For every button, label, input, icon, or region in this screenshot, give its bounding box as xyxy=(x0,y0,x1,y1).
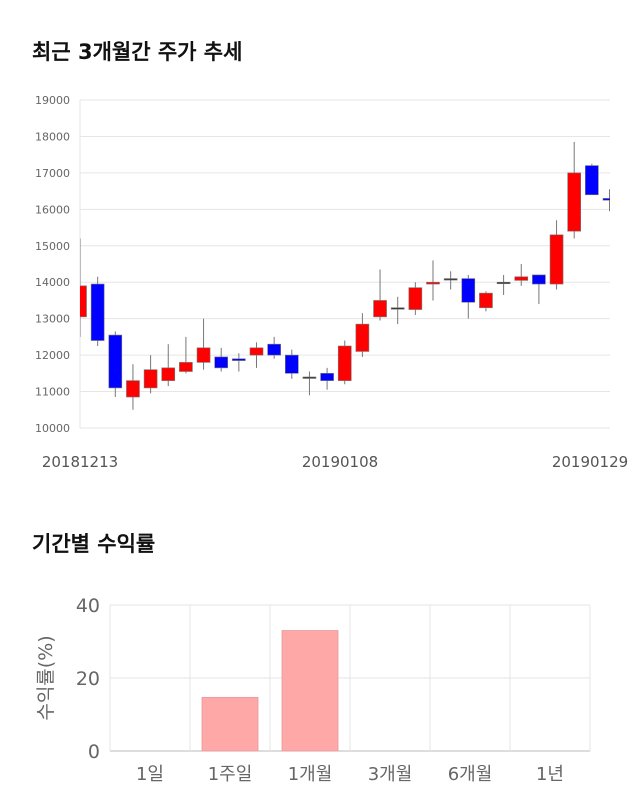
candle-body xyxy=(585,165,599,196)
candle-body xyxy=(496,281,511,285)
candle-body xyxy=(161,367,176,381)
x-date-label: 20190108 xyxy=(302,453,378,471)
candle-body xyxy=(196,347,211,363)
candle-body xyxy=(461,278,476,303)
candle-body xyxy=(408,287,423,310)
y-tick-label: 13000 xyxy=(35,313,70,326)
x-category-label: 3개월 xyxy=(368,764,413,785)
candle-body xyxy=(284,354,299,374)
candle-body xyxy=(479,292,493,309)
y-tick-label: 16000 xyxy=(35,203,70,216)
y-tick-label: 0 xyxy=(88,741,100,763)
candle-body xyxy=(80,285,87,318)
return-bar xyxy=(201,696,259,752)
candlestick-chart: 10000 11000 12000 13000 14000 15000 16000 17000… xyxy=(35,94,628,471)
candle-body xyxy=(355,323,370,352)
y-tick-label: 19000 xyxy=(35,94,70,107)
y-tick-label: 17000 xyxy=(35,167,70,180)
candle-body xyxy=(426,281,440,285)
candle-body xyxy=(549,234,564,285)
candle-body xyxy=(90,283,105,341)
candle-body xyxy=(108,334,123,389)
x-category-label: 1일 xyxy=(136,764,164,785)
candle-body xyxy=(267,343,281,356)
candle-body xyxy=(567,172,582,232)
candle-body xyxy=(179,362,193,372)
y-tick-label: 10000 xyxy=(35,422,70,435)
candle-body xyxy=(337,345,352,381)
candle-body xyxy=(443,278,458,281)
candle-body xyxy=(514,276,529,281)
price-trend-title: 최근 3개월간 주가 추세 xyxy=(32,40,243,64)
candle-body xyxy=(143,369,158,389)
x-category-label: 1년 xyxy=(536,764,564,785)
candle-body xyxy=(249,347,264,356)
candle-body xyxy=(126,380,140,398)
y-tick-label: 12000 xyxy=(35,349,70,362)
y-tick-label: 14000 xyxy=(35,276,70,289)
candle-body xyxy=(302,376,317,379)
candle-body xyxy=(232,358,246,361)
candle-body xyxy=(214,356,228,369)
return-bar xyxy=(281,630,339,752)
y-tick-label: 40 xyxy=(76,595,100,617)
candle-body xyxy=(320,373,334,381)
y-tick-label: 15000 xyxy=(35,240,70,253)
candle-body xyxy=(602,198,610,201)
candle-body xyxy=(373,300,387,318)
x-category-label: 1개월 xyxy=(288,764,333,785)
x-date-label: 20190129 xyxy=(552,453,628,471)
y-tick-label: 18000 xyxy=(35,130,70,143)
candle-body xyxy=(390,307,405,310)
returns-title: 기간별 수익률 xyxy=(32,532,156,556)
x-category-label: 6개월 xyxy=(448,764,493,785)
x-date-label: 20181213 xyxy=(42,453,118,471)
y-tick-label: 11000 xyxy=(35,386,70,399)
y-tick-label: 20 xyxy=(76,668,100,690)
y-axis-label: 수익률(%) xyxy=(35,635,57,720)
candle-body xyxy=(532,274,546,285)
x-category-label: 1주일 xyxy=(208,764,253,785)
candles xyxy=(80,141,610,410)
